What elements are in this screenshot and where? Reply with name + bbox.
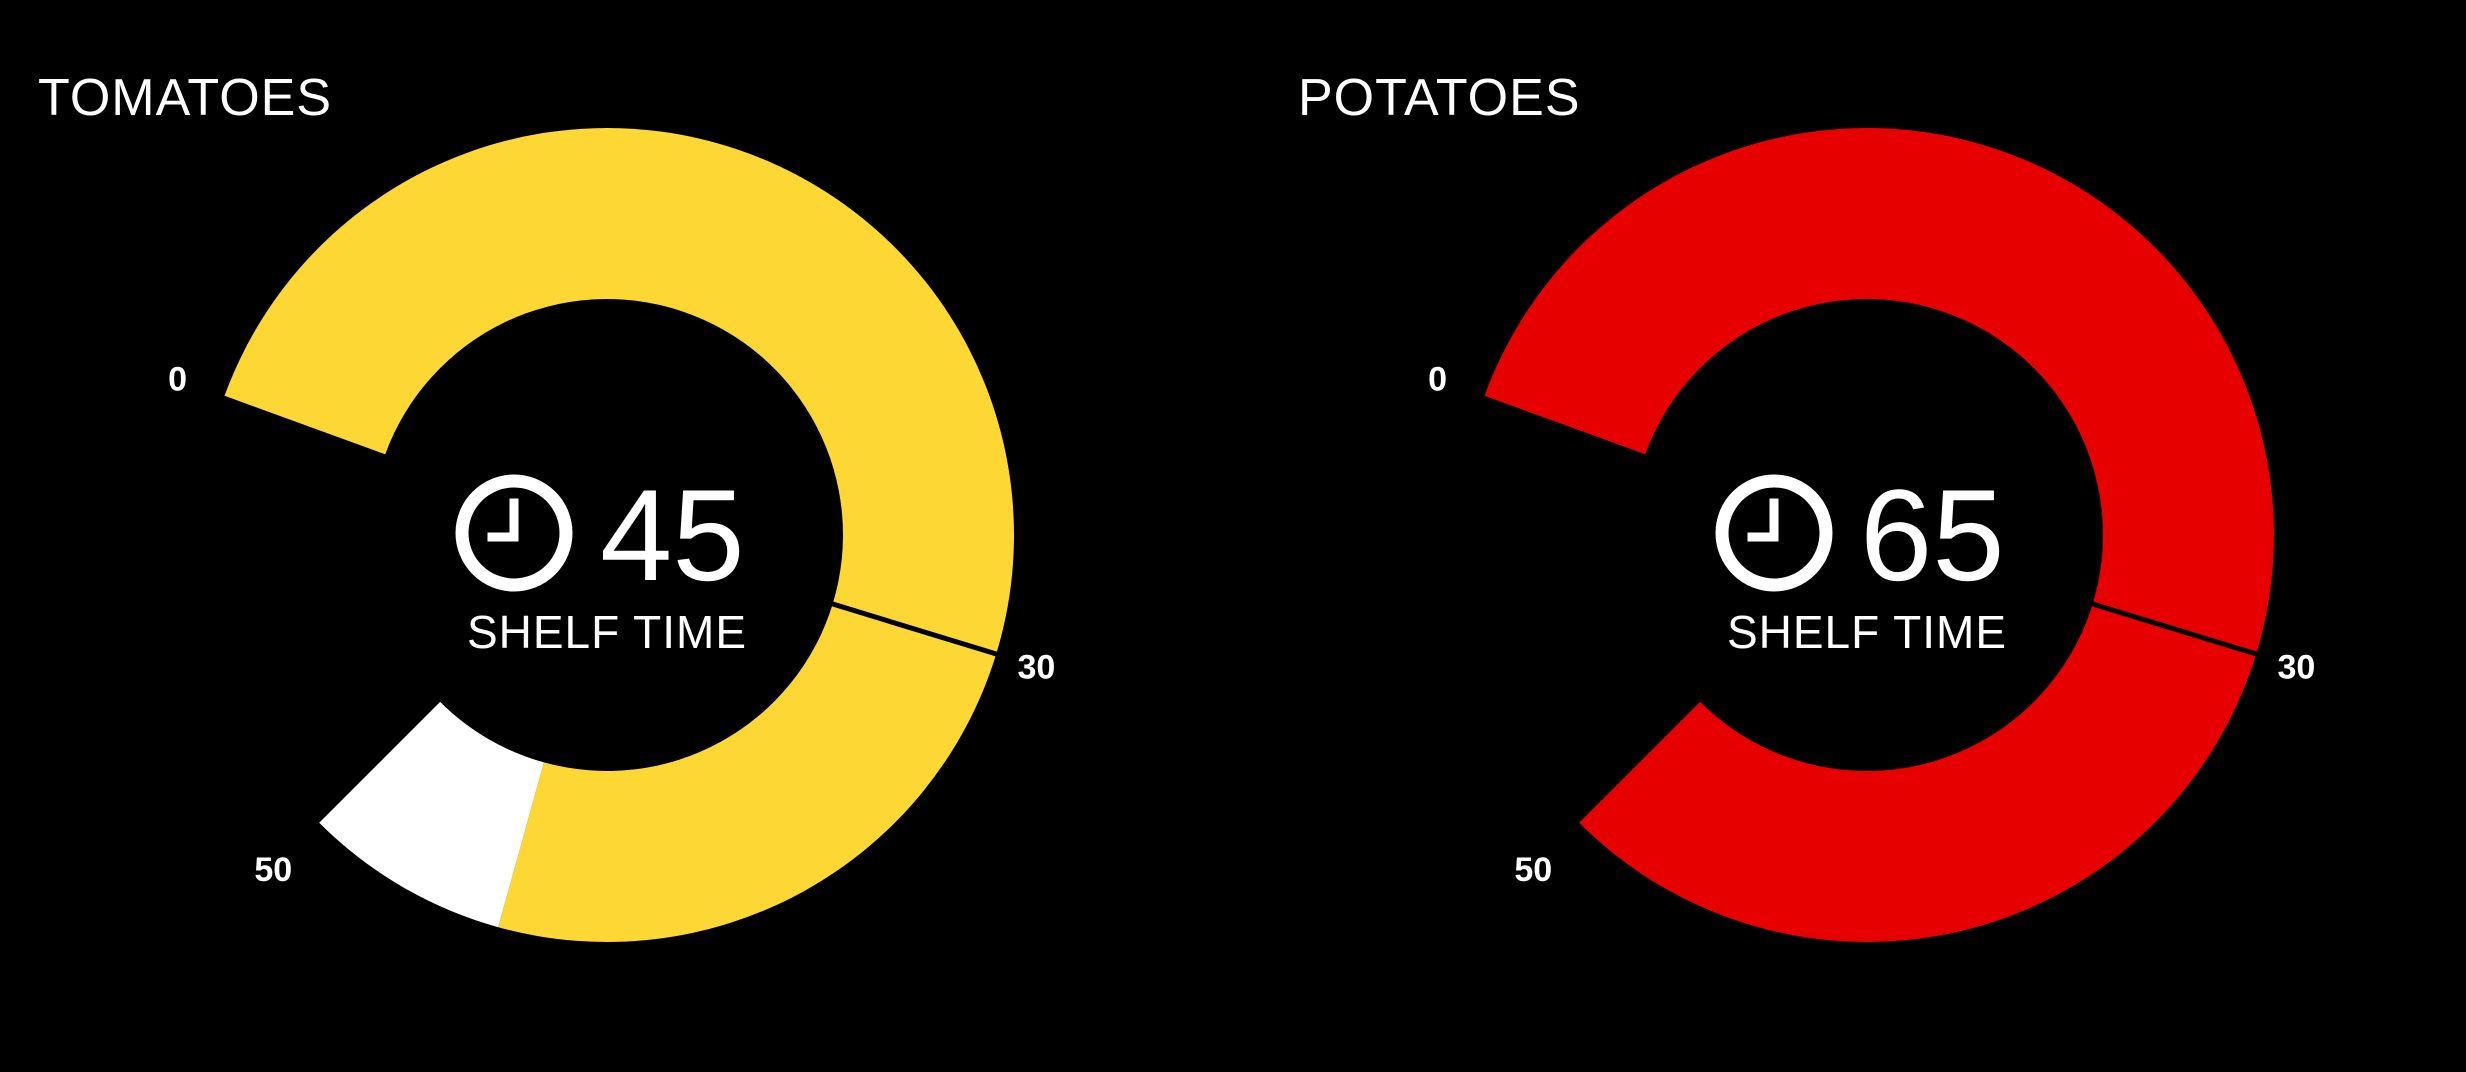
gauge-segment-1	[319, 701, 544, 928]
gauge-arcs	[1484, 127, 2274, 943]
tick-label-max: 50	[1514, 851, 1552, 889]
gauge-center-label: SHELF TIME	[1727, 606, 2007, 658]
tick-label-min: 0	[168, 361, 187, 399]
gauge-title: TOMATOES	[38, 69, 333, 127]
gauge-marker-line	[2090, 601, 2261, 658]
tomatoes-gauge-panel: TOMATOES 0 30 50 45 SHELF TIME	[38, 69, 1055, 942]
potatoes-gauge: 0 30 50 65 SHELF TIME	[1428, 127, 2315, 943]
clock-icon	[1715, 474, 1833, 592]
gauge-segment-0	[224, 127, 1014, 942]
tick-label-marker: 30	[2277, 648, 2315, 686]
tick-label-min: 0	[1428, 361, 1447, 399]
tomatoes-gauge: 0 30 50 45 SHELF TIME	[168, 127, 1055, 942]
gauge-arcs	[224, 127, 1014, 942]
gauge-value: 45	[600, 462, 745, 608]
gauge-value: 65	[1860, 462, 2005, 608]
potatoes-gauge-panel: POTATOES 0 30 50 65 SHELF TIME	[1260, 0, 2466, 1072]
gauge-center-label: SHELF TIME	[467, 606, 747, 658]
tick-label-max: 50	[254, 851, 292, 889]
tick-label-marker: 30	[1017, 648, 1055, 686]
gauge-title: POTATOES	[1298, 69, 1581, 127]
clock-icon	[455, 474, 573, 592]
gauge-segment-0	[1484, 127, 2274, 943]
gauge-marker-line	[830, 601, 1001, 658]
